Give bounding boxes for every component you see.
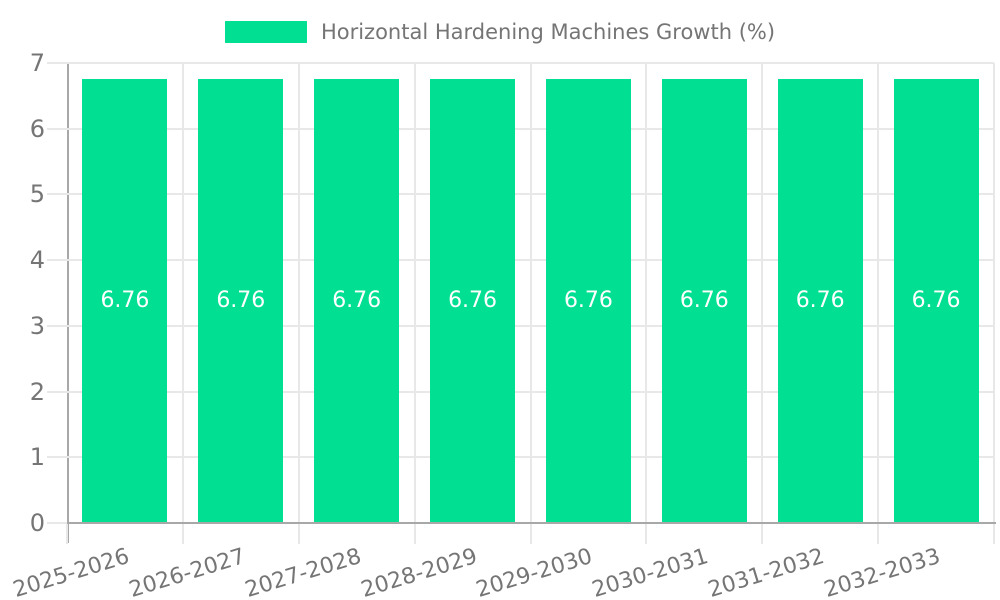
bar: 6.76 [430, 78, 516, 523]
x-gridline [413, 63, 416, 523]
x-gridline [529, 63, 532, 523]
bar: 6.76 [661, 78, 747, 523]
bar-value-label: 6.76 [911, 288, 961, 314]
y-axis-tick-label: 1 [29, 443, 45, 472]
y-axis-tick-label: 0 [29, 509, 45, 537]
y-tick-mark [47, 456, 67, 459]
bar: 6.76 [82, 78, 168, 523]
y-tick-mark [47, 324, 67, 327]
y-tick-mark [47, 193, 67, 196]
bar-value-label: 6.76 [448, 288, 498, 314]
y-axis-tick-label: 5 [29, 180, 45, 209]
bar: 6.76 [545, 78, 631, 523]
x-tick-mark [645, 524, 648, 544]
y-tick-mark [47, 390, 67, 393]
x-gridline [297, 63, 300, 523]
x-tick-mark [413, 524, 416, 544]
x-tick-mark [297, 524, 300, 544]
x-tick-mark [66, 524, 68, 544]
x-gridline [761, 63, 764, 523]
bar: 6.76 [314, 78, 400, 523]
y-axis-tick-label: 3 [29, 311, 45, 340]
bar-value-label: 6.76 [679, 288, 729, 314]
bar-value-label: 6.76 [795, 288, 845, 314]
y-axis-tick-label: 6 [29, 114, 45, 143]
y-axis-tick-label: 4 [29, 246, 45, 275]
x-gridline [645, 63, 648, 523]
x-tick-mark [761, 524, 764, 544]
x-gridline [181, 63, 184, 523]
y-axis-tick-label: 2 [29, 377, 45, 406]
x-tick-mark [529, 524, 532, 544]
bar: 6.76 [198, 78, 284, 523]
chart-legend: Horizontal Hardening Machines Growth (%) [0, 20, 1000, 44]
x-gridline [877, 63, 880, 523]
legend-label: Horizontal Hardening Machines Growth (%) [320, 20, 776, 44]
y-tick-mark [47, 259, 67, 262]
bar-value-label: 6.76 [563, 288, 613, 314]
x-tick-mark [993, 524, 995, 544]
bar: 6.76 [893, 78, 979, 523]
bar-value-label: 6.76 [100, 288, 150, 314]
y-axis-tick-label: 7 [29, 49, 45, 77]
x-tick-mark [877, 524, 880, 544]
bar: 6.76 [777, 78, 863, 523]
legend-swatch [224, 21, 307, 43]
x-gridline [993, 63, 995, 523]
y-tick-mark [47, 522, 67, 524]
plot-area: 6.76 6.76 6.76 6.76 6.76 6.76 6.76 6.76 [67, 62, 995, 523]
bar-value-label: 6.76 [216, 288, 266, 314]
y-tick-mark [47, 127, 67, 130]
y-tick-mark [47, 62, 67, 64]
x-tick-mark [181, 524, 184, 544]
bar-value-label: 6.76 [332, 288, 382, 314]
x-axis-line [67, 522, 996, 524]
y-axis-line [67, 63, 69, 543]
